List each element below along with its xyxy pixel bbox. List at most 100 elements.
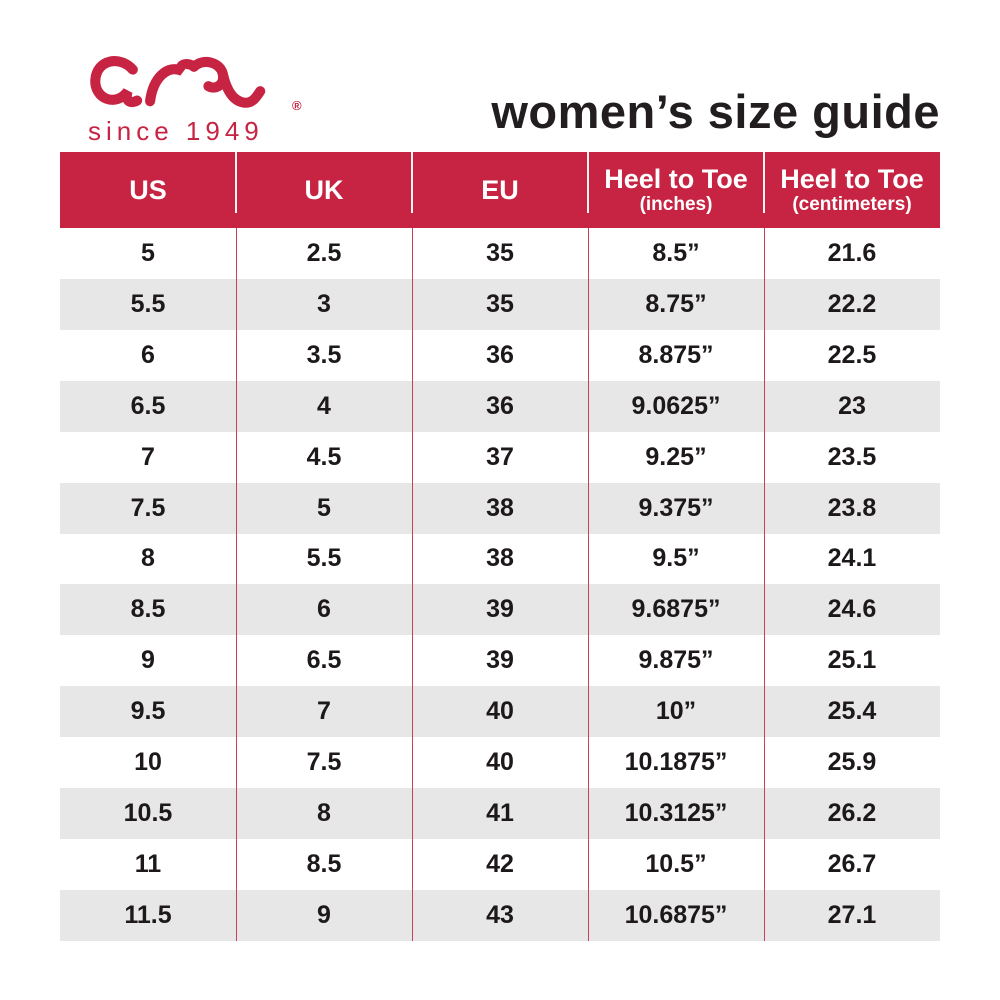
cell-eu: 43 — [486, 900, 514, 929]
cell-us: 6.5 — [130, 391, 166, 420]
cell-eu: 42 — [486, 850, 514, 879]
cell-eu: 40 — [486, 697, 514, 726]
table-row: 8 5.5 38 9.5” 24.1 — [60, 534, 940, 585]
ara-script-logo-icon — [90, 56, 266, 108]
table-row: 7 4.5 37 9.25” 23.5 — [60, 432, 940, 483]
cell-inches: 8.5” — [652, 238, 700, 267]
table-row: 5 2.5 35 8.5” 21.6 — [60, 228, 940, 279]
column-header-label: Heel to Toe — [780, 164, 924, 195]
cell-uk: 7 — [317, 697, 331, 726]
table-row: 5.5 3 35 8.75” 22.2 — [60, 278, 940, 330]
cell-us: 7.5 — [130, 493, 166, 522]
cell-us: 8 — [141, 544, 155, 573]
size-table-body: 5 2.5 35 8.5” 21.6 5.5 3 35 8.75” 22.2 6 3.5 36 8.875… — [60, 228, 940, 941]
column-header-heel-to-toe: Heel to Toe (inches) — [588, 152, 765, 228]
table-row: 9 6.5 39 9.875” 25.1 — [60, 635, 940, 686]
brand-logo: ® since 1949 — [60, 40, 320, 148]
cell-centimeters: 26.2 — [827, 799, 877, 828]
cell-eu: 38 — [486, 544, 514, 573]
column-divider-line — [236, 228, 237, 941]
cell-centimeters: 24.1 — [827, 544, 877, 573]
column-divider-line — [412, 228, 413, 941]
cell-us: 6 — [141, 340, 155, 369]
cell-eu: 39 — [486, 646, 514, 675]
column-divider-line — [764, 228, 765, 941]
column-header-label: UK — [304, 174, 344, 205]
table-row: 11.5 9 43 10.6875” 27.1 — [60, 889, 940, 941]
cell-uk: 2.5 — [306, 238, 342, 267]
cell-us: 11 — [134, 850, 162, 879]
cell-eu: 37 — [486, 442, 514, 471]
cell-us: 9 — [141, 646, 155, 675]
cell-inches: 10” — [655, 697, 697, 726]
cell-inches: 10.3125” — [624, 799, 728, 828]
table-row: 10 7.5 40 10.1875” 25.9 — [60, 737, 940, 788]
column-header-label: Heel to Toe — [604, 164, 748, 195]
column-header-label: EU — [481, 174, 519, 205]
cell-eu: 36 — [486, 391, 514, 420]
cell-eu: 41 — [486, 799, 514, 828]
cell-us: 9.5 — [130, 697, 166, 726]
cell-uk: 8 — [317, 799, 331, 828]
cell-uk: 7.5 — [306, 748, 342, 777]
size-guide-table: US UK EU Heel to Toe (inches) Heel to Toe (cen… — [60, 152, 940, 941]
page-title: women’s size guide — [491, 85, 940, 138]
cell-uk: 8.5 — [306, 850, 342, 879]
cell-uk: 3.5 — [306, 340, 342, 369]
cell-uk: 4 — [317, 391, 331, 420]
cell-centimeters: 23.5 — [827, 442, 877, 471]
cell-uk: 6.5 — [306, 646, 342, 675]
cell-inches: 10.5” — [645, 850, 707, 879]
cell-eu: 35 — [486, 238, 514, 267]
cell-inches: 9.6875” — [631, 595, 721, 624]
cell-inches: 8.875” — [638, 340, 714, 369]
cell-eu: 40 — [486, 748, 514, 777]
cell-centimeters: 27.1 — [827, 900, 877, 929]
cell-centimeters: 25.9 — [827, 748, 877, 777]
cell-centimeters: 23.8 — [827, 493, 877, 522]
cell-inches: 10.1875” — [624, 748, 728, 777]
cell-eu: 35 — [486, 289, 514, 318]
page-header: ® since 1949 women’s size guide — [0, 0, 1000, 152]
cell-inches: 8.75” — [645, 289, 707, 318]
cell-inches: 9.0625” — [631, 391, 721, 420]
cell-uk: 9 — [317, 900, 331, 929]
cell-us: 7 — [141, 442, 155, 471]
column-header-sublabel: (centimeters) — [792, 193, 912, 215]
cell-centimeters: 26.7 — [827, 850, 877, 879]
registered-trademark: ® — [292, 98, 302, 113]
cell-uk: 4.5 — [306, 442, 342, 471]
column-header-uk: UK — [236, 152, 413, 228]
cell-inches: 10.6875” — [624, 900, 728, 929]
cell-us: 5.5 — [130, 289, 166, 318]
cell-inches: 9.25” — [645, 442, 707, 471]
column-header-label: US — [129, 174, 167, 205]
cell-us: 5 — [141, 238, 155, 267]
brand-tagline: since 1949 — [88, 116, 264, 146]
table-row: 10.5 8 41 10.3125” 26.2 — [60, 788, 940, 840]
cell-inches: 9.875” — [638, 646, 714, 675]
cell-eu: 39 — [486, 595, 514, 624]
cell-uk: 5.5 — [306, 544, 342, 573]
cell-centimeters: 21.6 — [827, 238, 877, 267]
cell-eu: 36 — [486, 340, 514, 369]
cell-uk: 5 — [317, 493, 331, 522]
cell-centimeters: 25.4 — [827, 697, 877, 726]
cell-centimeters: 22.2 — [827, 289, 877, 318]
table-row: 11 8.5 42 10.5” 26.7 — [60, 839, 940, 890]
cell-uk: 3 — [317, 289, 331, 318]
column-divider-line — [588, 228, 589, 941]
column-header-heel-to-toe: Heel to Toe (centimeters) — [764, 152, 940, 228]
cell-eu: 38 — [486, 493, 514, 522]
cell-inches: 9.375” — [638, 493, 714, 522]
cell-centimeters: 25.1 — [827, 646, 877, 675]
column-header-us: US — [60, 152, 237, 228]
cell-centimeters: 24.6 — [827, 595, 877, 624]
cell-centimeters: 22.5 — [827, 340, 877, 369]
cell-uk: 6 — [317, 595, 331, 624]
cell-us: 10 — [134, 748, 162, 777]
cell-us: 10.5 — [123, 799, 173, 828]
cell-inches: 9.5” — [652, 544, 700, 573]
table-row: 8.5 6 39 9.6875” 24.6 — [60, 584, 940, 636]
column-header-eu: EU — [412, 152, 589, 228]
